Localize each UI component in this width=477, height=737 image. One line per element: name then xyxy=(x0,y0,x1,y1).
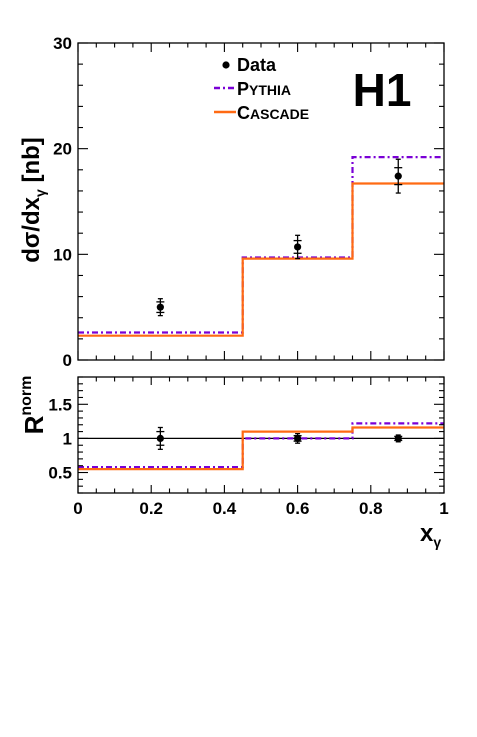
bottom-xtick-label: 0.6 xyxy=(286,499,310,518)
data-marker xyxy=(394,172,402,180)
h1-logo: H1 xyxy=(353,64,412,116)
bottom-ytick-label: 0.5 xyxy=(48,464,72,483)
bottom-data-point xyxy=(156,426,165,450)
top-ytick-label: 10 xyxy=(53,245,72,264)
bottom-cascade-histogram xyxy=(78,426,444,471)
legend-label-data: Data xyxy=(237,55,277,75)
bottom-panel: 0.5 1 1.5 0 0.2 0.4 0.6 0.8 1 Rnorm xγ xyxy=(18,376,449,550)
bottom-xtick-label: 1 xyxy=(439,499,448,518)
bottom-y-axis-title: Rnorm xyxy=(18,376,49,435)
top-panel: 0 10 20 30 dσ/dxγ [nb] xyxy=(18,34,445,370)
data-marker xyxy=(156,434,164,443)
x-axis-title: xγ xyxy=(420,520,441,550)
legend-entry-pythia: PYTHIA xyxy=(214,79,291,99)
bottom-ytick-label: 1 xyxy=(63,429,72,448)
bottom-xtick-label: 0.8 xyxy=(359,499,383,518)
legend-label-cascade: CASCADE xyxy=(237,103,309,123)
top-data-point xyxy=(156,298,165,317)
top-ytick-label: 20 xyxy=(53,140,72,159)
data-marker xyxy=(394,434,402,443)
top-data-point xyxy=(394,158,403,194)
bottom-pythia-histogram xyxy=(78,422,444,469)
bottom-ytick-label: 1.5 xyxy=(48,395,72,414)
top-ytick-label: 0 xyxy=(63,351,72,370)
bottom-data-point xyxy=(394,434,403,443)
data-marker xyxy=(294,434,302,443)
legend-entry-data: Data xyxy=(222,55,277,75)
bottom-xtick-label: 0.4 xyxy=(213,499,237,518)
legend: Data PYTHIA CASCADE xyxy=(214,55,309,123)
top-y-axis-title: dσ/dxγ [nb] xyxy=(18,137,48,263)
legend-label-pythia: PYTHIA xyxy=(237,79,291,99)
bottom-xtick-label: 0 xyxy=(73,499,82,518)
bottom-data-point xyxy=(293,432,302,444)
data-marker xyxy=(294,243,302,251)
top-cascade-histogram xyxy=(78,182,444,337)
top-data-point xyxy=(293,234,302,260)
data-marker xyxy=(156,303,164,311)
bottom-frame xyxy=(77,376,445,494)
legend-entry-cascade: CASCADE xyxy=(214,103,309,123)
bottom-xtick-label: 0.2 xyxy=(139,499,163,518)
legend-marker-data xyxy=(222,61,230,69)
top-ytick-label: 30 xyxy=(53,34,72,53)
